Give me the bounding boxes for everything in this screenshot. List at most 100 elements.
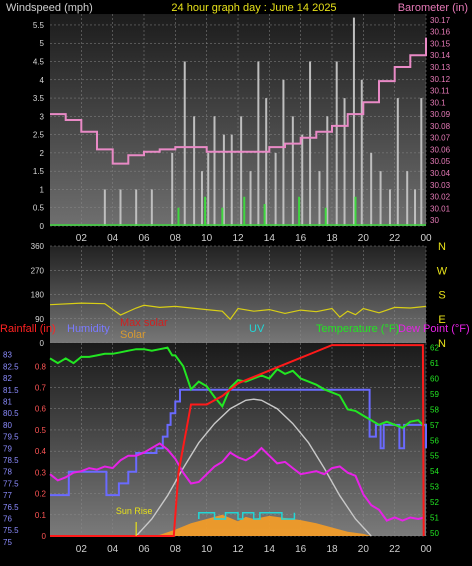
wind-direction-tick-label: 270 bbox=[31, 266, 45, 275]
uv-legend: UV bbox=[249, 323, 265, 335]
compass-label: N bbox=[438, 338, 446, 350]
rainfall-tick-label: 0 bbox=[42, 532, 47, 541]
barometer-tick-label: 30.12 bbox=[430, 75, 451, 84]
rainfall-tick-label: 0.3 bbox=[35, 468, 47, 477]
windspeed-tick-labels: 0 0.5 1 1.5 2 2.5 3 3.5 4 4.5 5 5.5 bbox=[33, 21, 45, 231]
barometer-tick-label: 30.01 bbox=[430, 204, 451, 213]
windspeed-tick-label: 0 bbox=[40, 222, 45, 231]
barometer-tick-label: 30.13 bbox=[430, 63, 451, 72]
humidity-tick-label: 75.5 bbox=[3, 526, 19, 535]
x-tick-label: 18 bbox=[326, 544, 338, 555]
humidity-tick-labels: 75 75.5 76 76.5 77 77.5 78 78.5 79 79.5 80 80.5 81 81… bbox=[3, 351, 19, 547]
windspeed-tick-label: 4.5 bbox=[33, 58, 45, 67]
x-tick-label: 22 bbox=[389, 544, 401, 555]
bottom-series bbox=[49, 344, 427, 537]
temperature-tick-label: 57 bbox=[430, 421, 439, 430]
x-tick-label: 08 bbox=[170, 544, 182, 555]
humidity-tick-label: 82.5 bbox=[3, 362, 19, 371]
barometer-tick-label: 30.06 bbox=[430, 145, 451, 154]
rainfall-tick-label: 0.4 bbox=[35, 447, 47, 456]
temperature-tick-label: 51 bbox=[430, 513, 439, 522]
wind-direction-tick-label: 180 bbox=[31, 291, 45, 300]
compass-label: W bbox=[437, 265, 448, 277]
barometer-tick-label: 30.02 bbox=[430, 193, 451, 202]
graph-title: 24 hour graph day : June 14 2025 bbox=[171, 2, 336, 14]
x-tick-label: 14 bbox=[264, 544, 276, 555]
temperature-tick-label: 58 bbox=[430, 405, 439, 414]
x-tick-label: 14 bbox=[264, 233, 276, 244]
humidity-tick-label: 80 bbox=[3, 421, 12, 430]
x-tick-label: 02 bbox=[76, 233, 88, 244]
windspeed-tick-label: 1 bbox=[40, 185, 45, 194]
barometer-tick-label: 30.14 bbox=[430, 51, 451, 60]
barometer-tick-label: 30.1 bbox=[430, 98, 446, 107]
wind-direction-tick-labels: 360 270 180 90 0 bbox=[31, 242, 45, 348]
humidity-tick-label: 83 bbox=[3, 351, 12, 360]
windspeed-tick-label: 3.5 bbox=[33, 94, 45, 103]
dew-point-line bbox=[49, 442, 425, 522]
sunrise-label: Sun Rise bbox=[116, 506, 153, 516]
x-tick-label: 22 bbox=[389, 233, 401, 244]
x-tick-label: 20 bbox=[358, 544, 370, 555]
x-tick-label: 10 bbox=[201, 544, 213, 555]
x-tick-label: 16 bbox=[295, 233, 307, 244]
barometer-tick-labels: 30 30.01 30.02 30.03 30.04 30.05 30.06 30.07 30.… bbox=[430, 16, 451, 225]
wind-direction-series bbox=[49, 302, 427, 321]
wind-direction-tick-label: 360 bbox=[31, 242, 45, 251]
barometer-tick-label: 30 bbox=[430, 216, 439, 225]
humidity-tick-label: 81.5 bbox=[3, 386, 19, 395]
humidity-tick-label: 82 bbox=[3, 374, 12, 383]
barometer-tick-label: 30.07 bbox=[430, 134, 451, 143]
humidity-tick-label: 76 bbox=[3, 514, 12, 523]
x-tick-label: 00 bbox=[420, 233, 432, 244]
max-solar-legend: Max solar bbox=[120, 317, 168, 329]
barometer-tick-label: 30.11 bbox=[430, 87, 450, 96]
compass-label: N bbox=[438, 241, 446, 253]
temperature-tick-label: 59 bbox=[430, 390, 439, 399]
humidity-line bbox=[50, 388, 427, 497]
bottom-time-axis: 02 04 06 08 10 12 14 16 18 20 22 00 bbox=[76, 544, 432, 555]
x-tick-label: 00 bbox=[420, 544, 432, 555]
rainfall-line bbox=[50, 344, 425, 537]
humidity-tick-label: 78 bbox=[3, 468, 12, 477]
windspeed-tick-label: 3 bbox=[40, 112, 45, 121]
x-tick-label: 18 bbox=[326, 233, 338, 244]
compass-label: E bbox=[438, 314, 445, 326]
rainfall-legend: Rainfall (in) bbox=[0, 323, 56, 335]
uv-line bbox=[198, 511, 296, 520]
humidity-tick-label: 77.5 bbox=[3, 479, 19, 488]
barometer-tick-label: 30.03 bbox=[430, 181, 451, 190]
temperature-tick-label: 55 bbox=[430, 452, 439, 461]
temperature-tick-label: 56 bbox=[430, 436, 439, 445]
x-tick-label: 08 bbox=[170, 233, 182, 244]
compass-label: S bbox=[438, 290, 445, 302]
barometer-tick-label: 30.04 bbox=[430, 169, 451, 178]
temperature-line bbox=[49, 346, 426, 430]
humidity-tick-label: 79.5 bbox=[3, 433, 19, 442]
barometer-tick-label: 30.08 bbox=[430, 122, 451, 131]
temperature-tick-label: 62 bbox=[430, 344, 439, 353]
barometer-tick-label: 30.09 bbox=[430, 110, 451, 119]
solar-area bbox=[136, 514, 372, 536]
x-tick-label: 04 bbox=[107, 544, 119, 555]
wind-direction-line bbox=[49, 302, 427, 321]
barometer-tick-label: 30.15 bbox=[430, 39, 451, 48]
temperature-tick-label: 50 bbox=[430, 529, 439, 538]
barometer-tick-label: 30.17 bbox=[430, 16, 451, 25]
temperature-tick-label: 54 bbox=[430, 467, 439, 476]
rainfall-tick-label: 0.5 bbox=[35, 426, 47, 435]
humidity-tick-label: 75 bbox=[3, 538, 12, 547]
windspeed-tick-label: 1.5 bbox=[33, 167, 45, 176]
x-tick-label: 06 bbox=[138, 233, 150, 244]
x-tick-label: 06 bbox=[138, 544, 150, 555]
humidity-legend: Humidity bbox=[67, 323, 110, 335]
x-tick-label: 12 bbox=[232, 233, 244, 244]
temperature-legend: Temperature (°F) bbox=[316, 323, 399, 335]
barometer-line bbox=[50, 37, 427, 165]
windspeed-tick-label: 2.5 bbox=[33, 131, 45, 140]
temperature-tick-labels: 50 51 52 53 54 55 56 57 58 59 60 61 62 bbox=[430, 344, 439, 538]
barometer-tick-label: 30.05 bbox=[430, 157, 451, 166]
windspeed-tick-label: 4 bbox=[40, 76, 45, 85]
